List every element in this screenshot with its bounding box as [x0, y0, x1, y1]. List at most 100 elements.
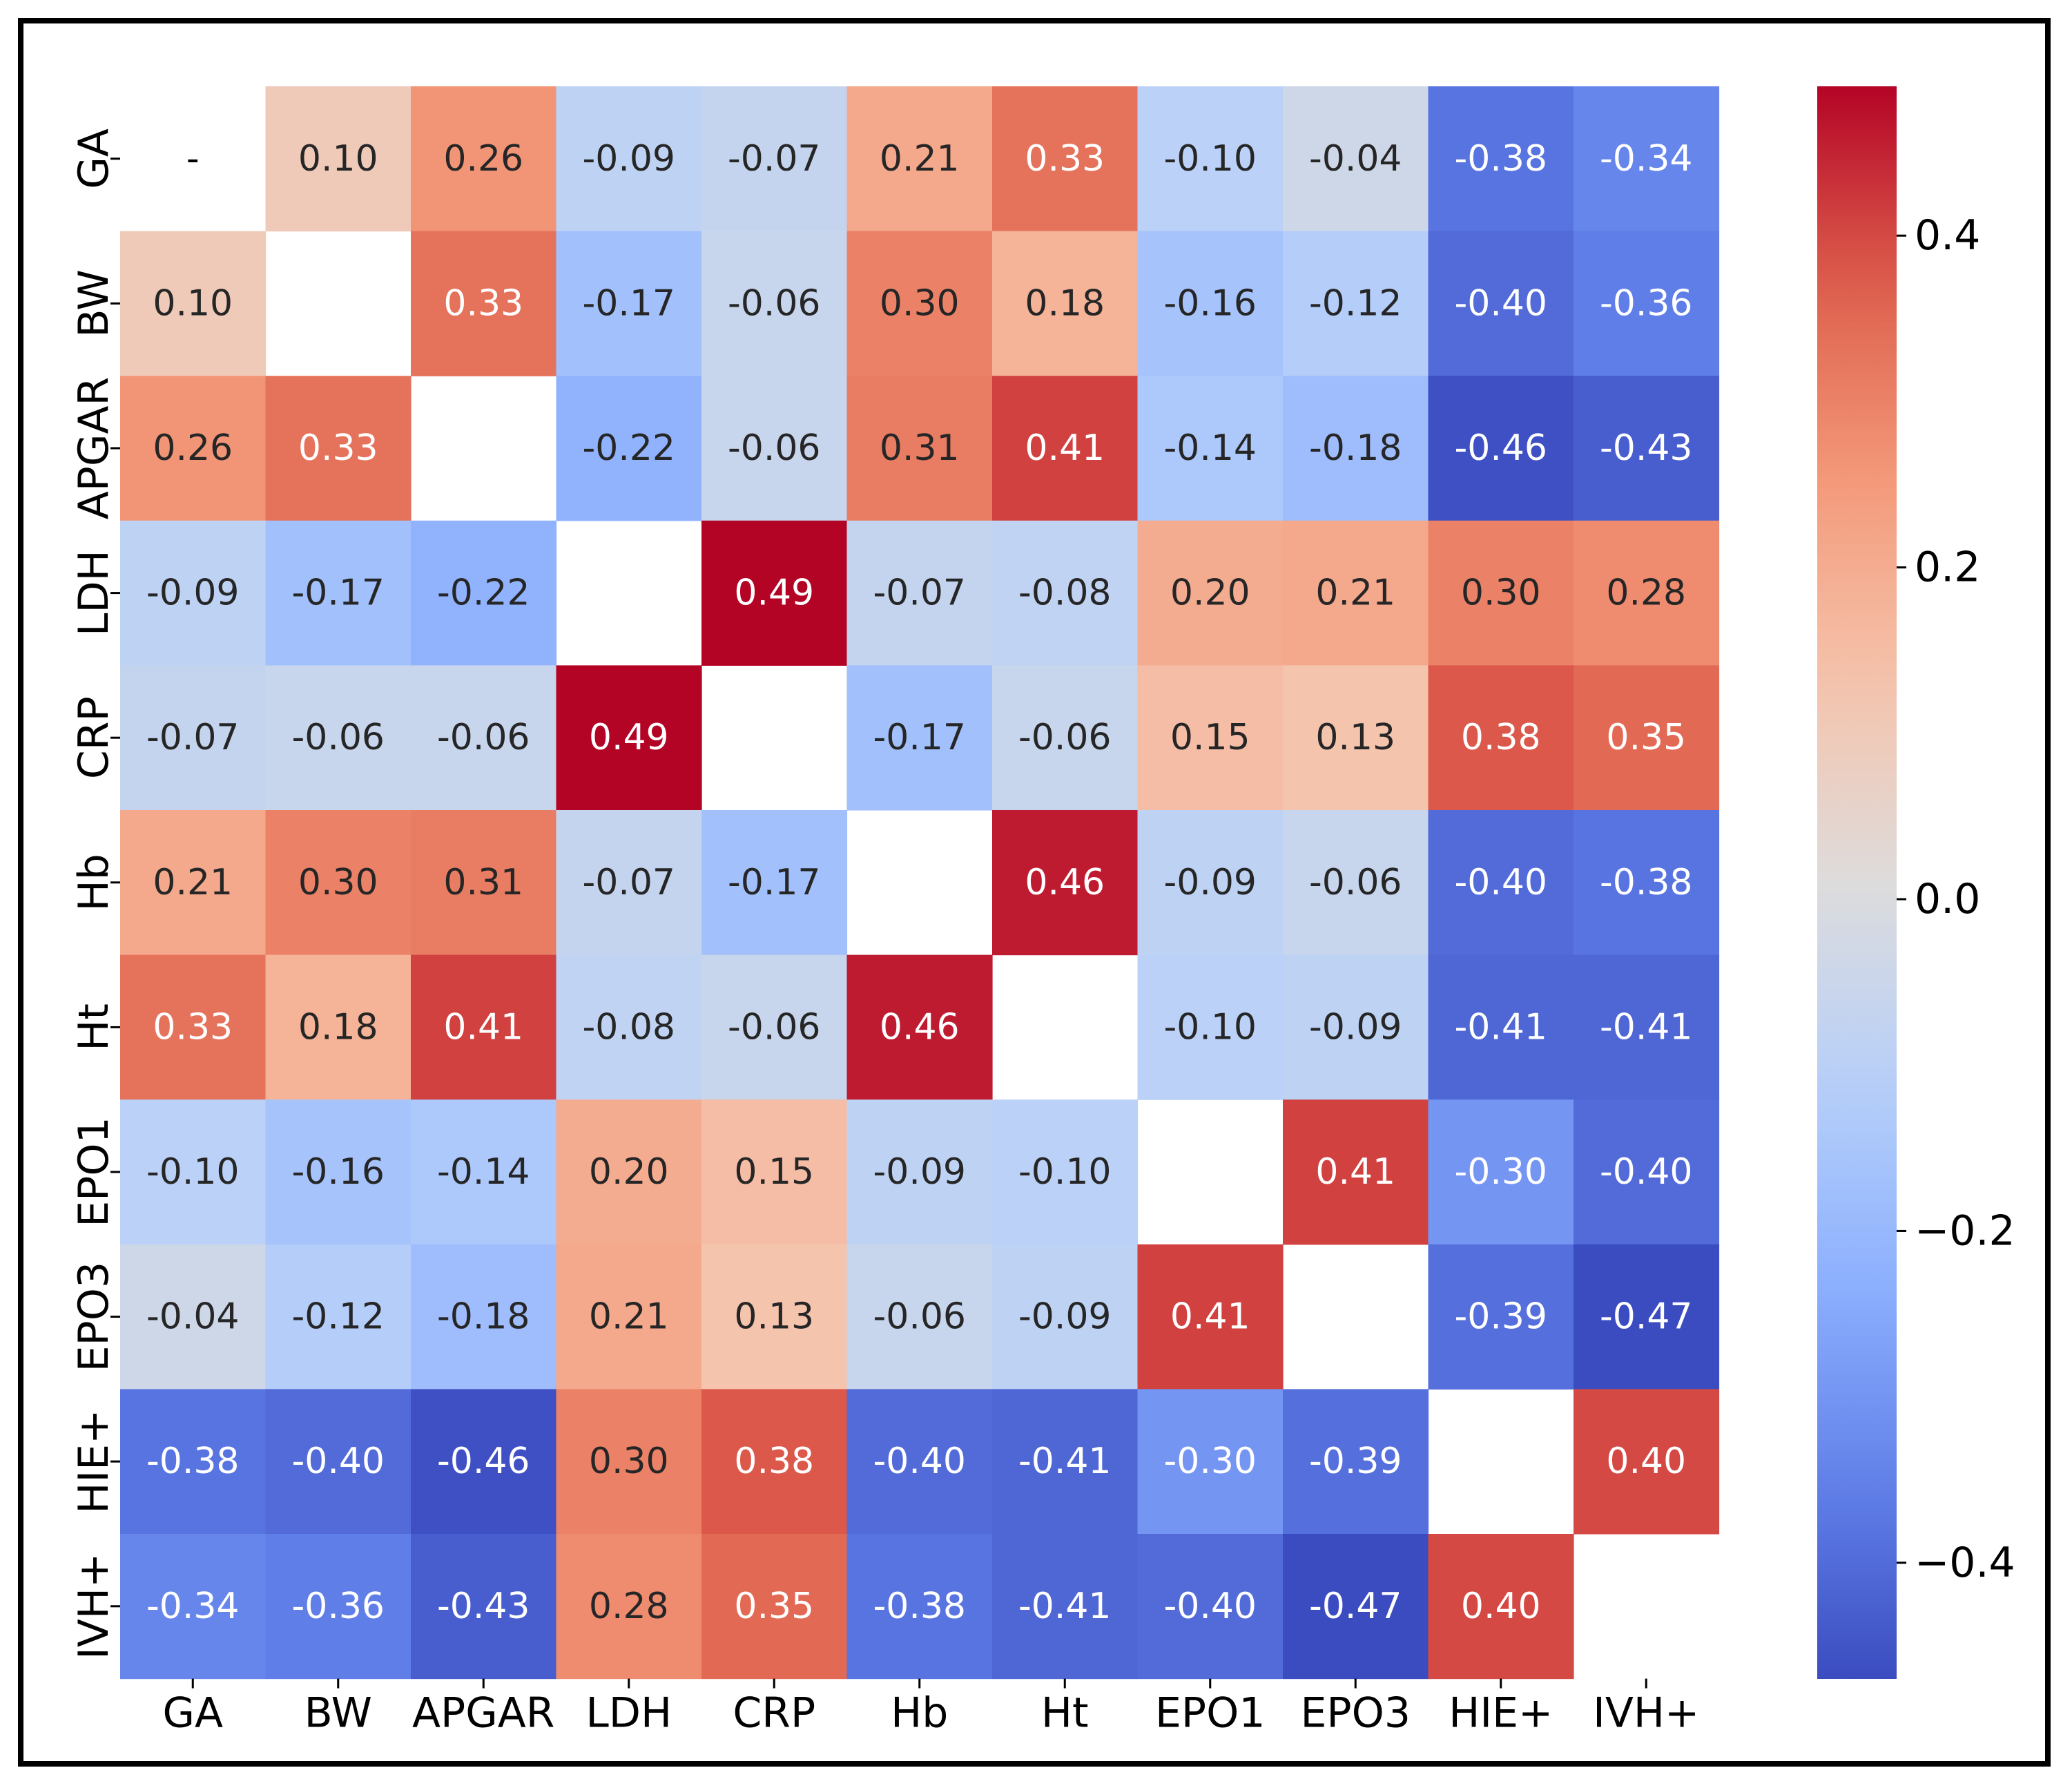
heatmap-cell — [1137, 810, 1284, 956]
heatmap-cell — [701, 810, 848, 956]
cell-value-label: 0.38 — [734, 1441, 814, 1482]
heatmap-cell — [556, 665, 702, 811]
heatmap-cell — [1283, 1534, 1429, 1680]
heatmap-cell — [701, 954, 848, 1100]
cell-value-label: 0.15 — [734, 1151, 814, 1193]
heatmap-cell — [265, 665, 412, 811]
cell-value-label: 0.30 — [1461, 573, 1541, 614]
cell-value-label: 0.21 — [153, 862, 233, 903]
heatmap-cell — [846, 1534, 993, 1680]
cell-value-label: 0.13 — [734, 1296, 814, 1338]
heatmap-cell — [701, 86, 848, 232]
cell-value-label: -0.38 — [873, 1586, 966, 1627]
cell-value-label: 0.18 — [1025, 282, 1105, 324]
cell-value-label: 0.10 — [298, 138, 378, 180]
heatmap-cell — [1137, 231, 1284, 376]
heatmap-cell — [701, 520, 848, 666]
heatmap-cell — [1574, 954, 1720, 1100]
cell-value-label: -0.41 — [1600, 1006, 1693, 1048]
x-tick-label: LDH — [585, 1689, 672, 1738]
heatmap-cell — [1137, 520, 1284, 666]
heatmap-cell — [1283, 520, 1429, 666]
cell-value-label: -0.08 — [582, 1006, 675, 1048]
cell-value-label: -0.08 — [1018, 573, 1112, 614]
heatmap-cell — [992, 86, 1139, 232]
cell-value-label: -0.10 — [146, 1151, 240, 1193]
heatmap-cell — [1137, 86, 1284, 232]
heatmap-cell — [992, 520, 1139, 666]
cell-value-label: -0.12 — [1309, 282, 1402, 324]
cell-value-label: 0.18 — [298, 1006, 378, 1048]
cell-value-label: -0.07 — [728, 138, 821, 180]
cell-value-label: 0.35 — [1606, 717, 1686, 758]
heatmap-cell — [1283, 810, 1429, 956]
cell-value-label: -0.17 — [582, 282, 675, 324]
cell-value-label: -0.06 — [728, 282, 821, 324]
heatmap-cell — [1428, 954, 1574, 1100]
colorbar: 0.4 0.2 0.0 −0.2 −0.4 — [1817, 86, 2015, 1679]
cell-value-label: -0.47 — [1600, 1296, 1693, 1338]
heatmap-cell — [265, 1244, 412, 1390]
cell-value-label: -0.30 — [1454, 1151, 1547, 1193]
heatmap-cell — [1428, 1244, 1574, 1390]
heatmap-cell — [1428, 376, 1574, 521]
cell-value-label: -0.09 — [873, 1151, 966, 1193]
cell-value-label: -0.41 — [1018, 1441, 1112, 1482]
cell-value-label: 0.30 — [589, 1441, 669, 1482]
cell-value-label: -0.06 — [1018, 717, 1112, 758]
cell-value-label: -0.39 — [1454, 1296, 1547, 1338]
cell-value-label: 0.28 — [1606, 573, 1686, 614]
heatmap-cell — [411, 231, 557, 376]
cell-value-label: -0.40 — [291, 1441, 385, 1482]
cell-value-label: -0.16 — [291, 1151, 385, 1193]
heatmap-cell — [1574, 231, 1720, 376]
heatmap-cell — [556, 231, 702, 376]
cell-value-label: -0.07 — [146, 717, 240, 758]
cell-value-label: 0.35 — [734, 1586, 814, 1627]
heatmap-cell — [1428, 1534, 1574, 1680]
cell-value-label: 0.15 — [1170, 717, 1250, 758]
heatmap-cell — [120, 231, 267, 376]
cell-value-label: 0.26 — [443, 138, 523, 180]
y-tick-label: CRP — [70, 696, 118, 779]
heatmap-cell — [556, 1534, 702, 1680]
heatmap-cell — [992, 810, 1139, 956]
x-axis-ticks: GA BW APGAR LDH CRP Hb Ht EPO1 EPO3 HIE+ IVH+ — [162, 1678, 1699, 1738]
y-tick-label: EPO3 — [70, 1262, 118, 1372]
cell-value-label: 0.41 — [1025, 427, 1105, 469]
cell-value-label: -0.43 — [437, 1586, 530, 1627]
heatmap-cell — [992, 1389, 1139, 1535]
heatmap-cell — [846, 520, 993, 666]
cell-value-label: 0.30 — [880, 282, 960, 324]
heatmap-cell — [992, 1244, 1139, 1390]
heatmap-cell — [1428, 86, 1574, 232]
heatmap-cell — [411, 1534, 557, 1680]
heatmap-cell — [701, 1389, 848, 1535]
cell-value-label: 0.46 — [1025, 862, 1105, 903]
heatmap-cell — [992, 1534, 1139, 1680]
heatmap-cell — [1428, 810, 1574, 956]
heatmap-cell — [120, 1099, 267, 1245]
heatmap-cell — [265, 1534, 412, 1680]
heatmap-cell — [846, 1244, 993, 1390]
cell-value-label: -0.06 — [728, 1006, 821, 1048]
cell-value-label: 0.31 — [880, 427, 960, 469]
heatmap-cell — [120, 1389, 267, 1535]
heatmap-cell — [411, 954, 557, 1100]
heatmap-cell — [992, 231, 1139, 376]
heatmap-cell — [1428, 520, 1574, 666]
y-tick-label: APGAR — [70, 377, 118, 519]
heatmap-cell — [265, 1389, 412, 1535]
cell-value-label: -0.39 — [1309, 1441, 1402, 1482]
heatmap-cell — [1428, 1099, 1574, 1245]
colorbar-gradient — [1817, 86, 1897, 1679]
y-axis-ticks: GA BW APGAR LDH CRP Hb Ht EPO1 EPO3 HIE+ IVH+ — [70, 128, 120, 1660]
x-tick-label: HIE+ — [1449, 1689, 1553, 1738]
heatmap-cell — [1283, 376, 1429, 521]
cell-value-label: -0.40 — [1454, 862, 1547, 903]
cell-value-label: 0.21 — [880, 138, 960, 180]
cell-value-label: -0.14 — [1163, 427, 1257, 469]
y-tick-label: Ht — [70, 1003, 118, 1051]
heatmap-cell — [1137, 954, 1284, 1100]
cell-value-label: 0.20 — [589, 1151, 669, 1193]
